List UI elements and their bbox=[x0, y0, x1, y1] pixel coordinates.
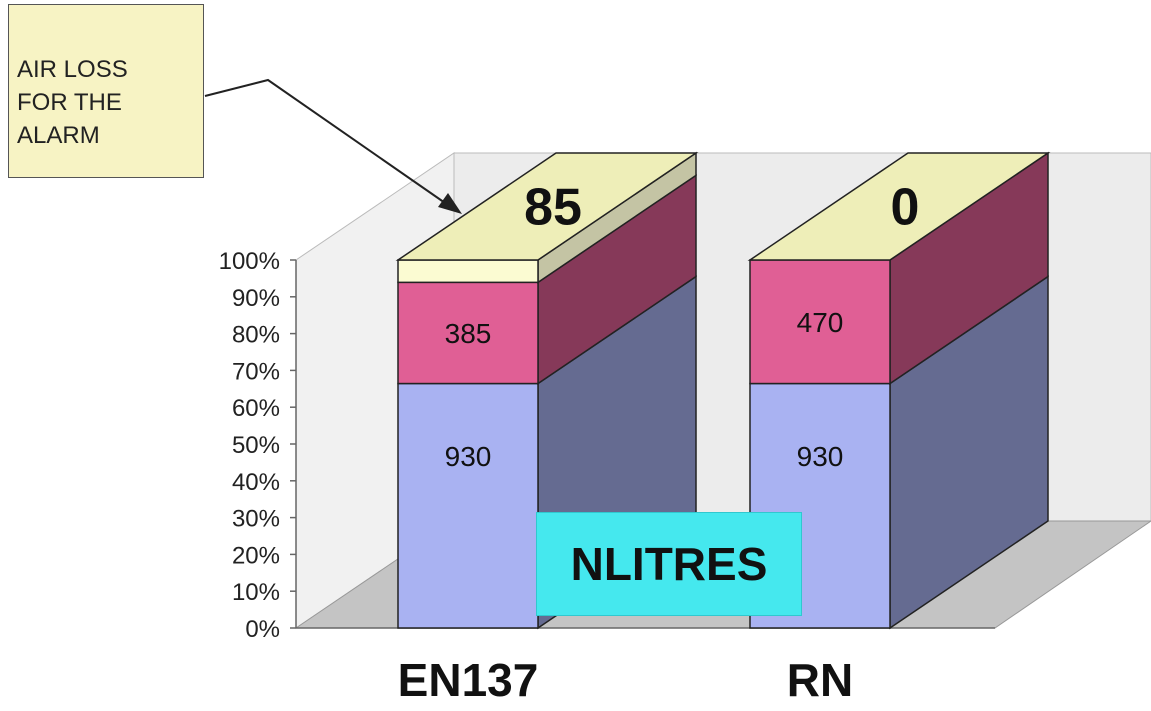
y-tick-label: 90% bbox=[232, 285, 280, 312]
y-tick-label: 20% bbox=[232, 542, 280, 569]
y-tick-label: 100% bbox=[219, 248, 280, 275]
y-tick-label: 80% bbox=[232, 322, 280, 349]
y-tick-label: 10% bbox=[232, 579, 280, 606]
bar-segment-EN137 bbox=[397, 259, 539, 284]
data-label-RN: 470 bbox=[797, 307, 844, 338]
category-label-RN: RN bbox=[787, 654, 853, 706]
callout-arrow-head bbox=[438, 193, 462, 214]
y-tick-label: 60% bbox=[232, 395, 280, 422]
bar-top-EN137 bbox=[395, 152, 699, 261]
callout-line-3: ALARM bbox=[17, 122, 100, 149]
bar-top-RN bbox=[747, 152, 1051, 261]
data-label-EN137: 85 bbox=[524, 179, 582, 237]
data-label-RN: 0 bbox=[891, 179, 920, 237]
data-label-EN137: 930 bbox=[445, 441, 492, 472]
bar-segment-RN bbox=[749, 259, 891, 385]
callout-line-2: FOR THE bbox=[17, 89, 122, 116]
data-label-RN: 930 bbox=[797, 441, 844, 472]
y-tick-label: 30% bbox=[232, 506, 280, 533]
category-label-EN137: EN137 bbox=[398, 654, 539, 706]
y-tick-label: 40% bbox=[232, 469, 280, 496]
bar-segment-EN137 bbox=[397, 281, 539, 385]
y-tick-label: 70% bbox=[232, 358, 280, 385]
bar-segment-EN137 bbox=[397, 382, 539, 629]
air-loss-callout: AIR LOSS FOR THE ALARM bbox=[8, 4, 204, 178]
y-tick-label: 50% bbox=[232, 432, 280, 459]
callout-line-1: AIR LOSS bbox=[17, 56, 128, 83]
callout-arrow-line bbox=[204, 78, 449, 206]
unit-label: NLITRES bbox=[536, 512, 802, 616]
y-tick-label: 0% bbox=[245, 616, 280, 643]
data-label-EN137: 385 bbox=[445, 318, 492, 349]
